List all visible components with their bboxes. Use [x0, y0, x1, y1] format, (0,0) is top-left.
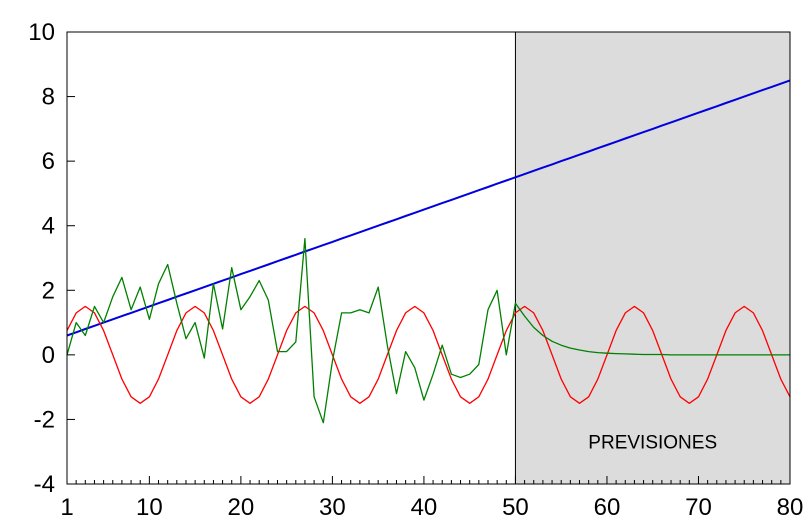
x-tick-label: 30	[319, 494, 346, 521]
x-tick-label: 70	[685, 494, 712, 521]
y-axis: -4 -2 0 2 4 6 8 10	[28, 19, 75, 498]
series-layer	[66, 79, 791, 424]
y-tick-label: 8	[42, 84, 55, 111]
y-tick-label: -2	[34, 406, 55, 433]
forecast-region	[515, 32, 790, 484]
forecast-label: PREVISIONES	[588, 432, 717, 453]
y-tick-label: -4	[34, 471, 55, 498]
x-tick-label: 1	[60, 494, 73, 521]
y-tick-label: 6	[42, 148, 55, 175]
x-tick-label: 40	[411, 494, 438, 521]
y-tick-label: 0	[42, 342, 55, 369]
series-line-2	[66, 305, 791, 404]
series-line-1	[66, 79, 791, 337]
x-tick-label: 10	[136, 494, 163, 521]
y-tick-label: 10	[28, 19, 55, 46]
x-tick-label: 80	[777, 494, 804, 521]
y-tick-label: 4	[42, 213, 55, 240]
x-tick-label: 60	[594, 494, 621, 521]
x-tick-label: 50	[502, 494, 529, 521]
plot-frame	[66, 31, 791, 485]
x-axis: 1 10 20 30 40 50 60 70 80	[60, 476, 803, 521]
x-tick-label: 20	[228, 494, 255, 521]
y-tick-label: 2	[42, 277, 55, 304]
series-line-3	[66, 237, 790, 424]
